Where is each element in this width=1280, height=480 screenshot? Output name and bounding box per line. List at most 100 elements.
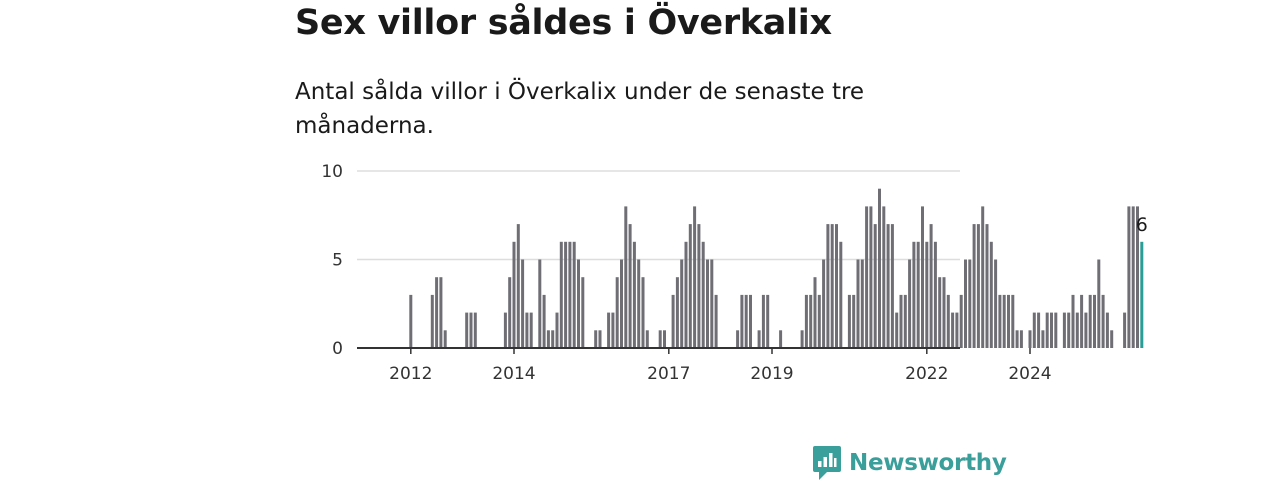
- bar: [564, 241, 568, 348]
- bar: [473, 312, 477, 348]
- bar: [409, 294, 413, 348]
- x-tick-label-2024: 2024: [1008, 364, 1051, 384]
- bar: [641, 277, 645, 348]
- bar: [465, 312, 469, 348]
- bar: [551, 330, 555, 348]
- bar: [860, 259, 864, 348]
- bar: [688, 224, 692, 348]
- bar: [1071, 294, 1075, 348]
- bar: [658, 330, 662, 348]
- bar: [1041, 330, 1045, 348]
- bar: [577, 259, 580, 348]
- bar: [1045, 312, 1049, 348]
- bar: [1093, 294, 1096, 348]
- bar: [516, 224, 520, 348]
- bars: [409, 188, 1144, 348]
- bar: [989, 241, 993, 348]
- axes: 0 5 10 2012 2014 2017 2019 2022 2024 6: [321, 162, 1147, 384]
- bar: [908, 259, 912, 348]
- bar: [749, 294, 752, 348]
- bar: [568, 241, 572, 348]
- bar: [856, 259, 860, 348]
- bar: [1136, 206, 1139, 348]
- x-tick-label-2014: 2014: [492, 364, 535, 384]
- bar: [912, 241, 916, 348]
- bar: [521, 259, 525, 348]
- bar: [693, 206, 697, 348]
- bar: [955, 312, 959, 348]
- bar: [598, 330, 602, 348]
- bar: [1050, 312, 1053, 348]
- bar: [766, 294, 770, 348]
- bar: [1088, 294, 1092, 348]
- bar: [869, 206, 873, 348]
- bar: [435, 277, 439, 348]
- bar: [981, 206, 985, 348]
- bar: [1123, 312, 1127, 348]
- bar: [951, 312, 955, 348]
- bar: [882, 206, 886, 348]
- y-tick-label-0: 0: [332, 339, 343, 359]
- chart-title: Sex villor såldes i Överkalix: [295, 3, 832, 43]
- bar: [529, 312, 533, 348]
- bar: [809, 294, 813, 348]
- bar: [620, 259, 623, 348]
- bar: [1131, 206, 1135, 348]
- bar: [512, 241, 516, 348]
- bar: [675, 277, 679, 348]
- x-tick-label-2022: 2022: [905, 364, 948, 384]
- bar: [714, 294, 718, 348]
- bar: [933, 241, 937, 348]
- bar: [964, 259, 967, 348]
- bar: [607, 312, 611, 348]
- bar: [994, 259, 998, 348]
- chart-subtitle: Antal sålda villor i Överkalix under de …: [295, 79, 865, 139]
- bar: [899, 294, 903, 348]
- bar: [878, 188, 881, 348]
- bar: [503, 312, 507, 348]
- x-tick-label-2017: 2017: [647, 364, 690, 384]
- bar: [581, 277, 585, 348]
- bar: [921, 206, 924, 348]
- bar: [903, 294, 907, 348]
- bar: [813, 277, 817, 348]
- bar: [998, 294, 1002, 348]
- latest-value-label: 6: [1136, 214, 1148, 236]
- bar: [985, 224, 989, 348]
- bar: [1028, 330, 1032, 348]
- bar: [1015, 330, 1019, 348]
- x-tick-label-2012: 2012: [389, 364, 432, 384]
- bar: [847, 294, 851, 348]
- newsworthy-logo: Newsworthy: [813, 446, 1007, 480]
- bar: [628, 224, 632, 348]
- bar: [890, 224, 894, 348]
- bar: [839, 241, 843, 348]
- bar: [740, 294, 744, 348]
- bar: [1127, 206, 1131, 348]
- bar: [1032, 312, 1036, 348]
- bar: [1075, 312, 1079, 348]
- bar: [972, 224, 976, 348]
- bar: [555, 312, 559, 348]
- bar: [886, 224, 890, 348]
- bar: [865, 206, 869, 348]
- newsworthy-logo-icon: [813, 446, 841, 480]
- bar: [1054, 312, 1058, 348]
- bar: [817, 294, 821, 348]
- bar: [822, 259, 826, 348]
- bar: [925, 241, 929, 348]
- bar: [680, 259, 684, 348]
- bar: [835, 224, 838, 348]
- bar: [826, 224, 830, 348]
- bar: [469, 312, 473, 348]
- bar: [615, 277, 619, 348]
- bar: [1011, 294, 1015, 348]
- bar: [1002, 294, 1006, 348]
- bar: [800, 330, 804, 348]
- bar: [938, 277, 942, 348]
- bar-latest: [1140, 241, 1144, 348]
- bar: [804, 294, 808, 348]
- bar: [1080, 294, 1084, 348]
- bar: [611, 312, 615, 348]
- y-tick-label-5: 5: [332, 251, 343, 271]
